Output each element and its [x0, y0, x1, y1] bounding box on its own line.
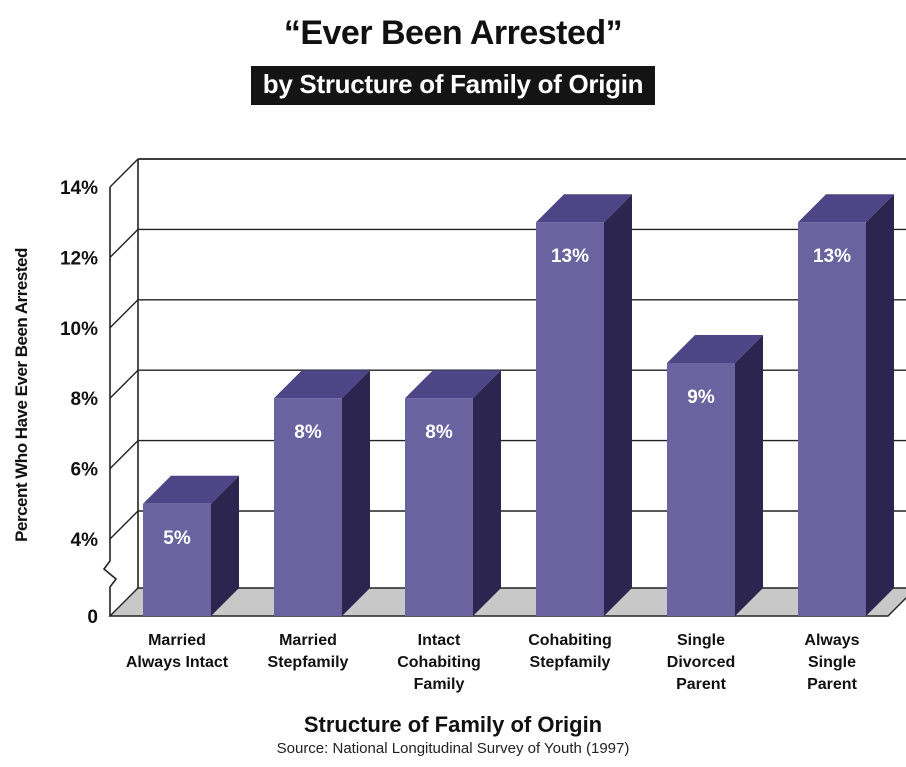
category-label-4: Parent: [676, 676, 726, 693]
data-label-1: 8%: [294, 422, 322, 443]
y-axis-line: [102, 187, 118, 616]
y-tick-label: 6%: [71, 460, 99, 481]
category-label-5: Single: [808, 654, 856, 671]
bar-side-4: [735, 335, 763, 616]
left-wall-grid-6: [109, 158, 139, 188]
left-wall-grid-2: [109, 440, 139, 470]
y-tick-label: 8%: [71, 389, 99, 410]
bar-1: [274, 398, 342, 616]
left-wall-grid-4: [109, 299, 139, 329]
bar-side-1: [342, 370, 370, 616]
y-tick-label: 0: [87, 607, 98, 628]
category-label-5: Parent: [807, 676, 857, 693]
bar-0: [143, 503, 211, 616]
y-tick-label: 10%: [60, 319, 98, 340]
left-wall-grid-1: [109, 510, 139, 540]
category-label-1: Stepfamily: [268, 654, 349, 671]
y-tick-label: 12%: [60, 248, 98, 269]
bar-top-2: [405, 370, 501, 399]
category-label-0: Married: [148, 632, 206, 649]
bar-top-0: [143, 475, 239, 504]
data-label-3: 13%: [551, 246, 589, 267]
bar-side-3: [604, 194, 632, 616]
chart-title: “Ever Been Arrested”: [283, 14, 623, 52]
data-label-5: 13%: [813, 246, 851, 267]
bar-top-3: [536, 194, 632, 223]
chart-subtitle: by Structure of Family of Origin: [250, 66, 656, 105]
bar-side-0: [211, 475, 239, 616]
y-tick-label: 14%: [60, 178, 98, 199]
category-label-4: Single: [677, 632, 725, 649]
bar-side-2: [473, 370, 501, 616]
bar-top-5: [798, 194, 894, 223]
data-label-0: 5%: [163, 528, 191, 549]
category-label-0: Always Intact: [126, 654, 229, 671]
data-label-2: 8%: [425, 422, 453, 443]
left-wall-grid-5: [109, 228, 139, 258]
y-tick-label: 4%: [71, 530, 99, 551]
category-label-3: Cohabiting: [528, 632, 612, 649]
category-label-5: Always: [804, 632, 859, 649]
source-note: Source: National Longitudinal Survey of …: [276, 740, 630, 757]
bar-2: [405, 398, 473, 616]
category-label-2: Cohabiting: [397, 654, 481, 671]
bar-top-1: [274, 370, 370, 399]
data-label-4: 9%: [687, 387, 715, 408]
left-wall-grid-3: [109, 369, 139, 399]
bar-top-4: [667, 335, 763, 363]
category-label-3: Stepfamily: [530, 654, 611, 671]
category-label-1: Married: [279, 632, 337, 649]
bar-3: [536, 222, 604, 616]
bar-4: [667, 363, 735, 616]
x-axis-title: Structure of Family of Origin: [303, 712, 603, 737]
category-label-2: Intact: [418, 632, 461, 649]
category-label-4: Divorced: [667, 654, 735, 671]
category-label-2: Family: [414, 676, 465, 693]
chart-subtitle-wrap: by Structure of Family of Origin: [0, 66, 906, 105]
bar-5: [798, 222, 866, 616]
bar-side-5: [866, 194, 894, 616]
